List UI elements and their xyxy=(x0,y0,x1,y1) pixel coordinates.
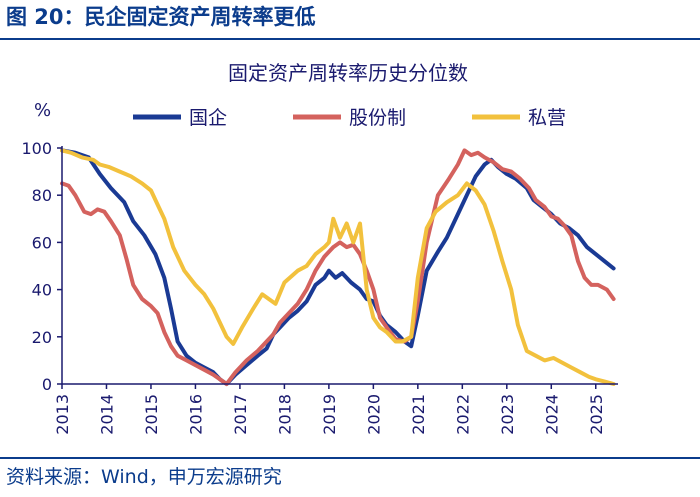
legend-label-3: 私营 xyxy=(528,107,566,129)
x-tick-label-2023: 2023 xyxy=(498,394,517,435)
x-tick-label-2024: 2024 xyxy=(542,394,561,435)
chart: 固定资产周转率历史分位数 % 国企 股份制 私营 0 20 40 60 80 100 2013… xyxy=(21,61,618,435)
x-tick-label-2017: 2017 xyxy=(231,394,250,435)
source-note: 资料来源：Wind，申万宏源研究 xyxy=(6,466,282,488)
x-ticks: 2013 2014 2015 2016 2017 2018 2019 2020 2021 2022… xyxy=(53,384,606,435)
x-tick-label-2019: 2019 xyxy=(320,394,339,435)
y-axis-label: % xyxy=(34,100,51,121)
series-line-1 xyxy=(60,148,616,386)
y-tick-label-100: 100 xyxy=(21,139,52,158)
axis-layer xyxy=(57,146,618,385)
x-tick-label-2021: 2021 xyxy=(409,394,428,435)
top-rule xyxy=(0,38,700,40)
x-tick-label-2016: 2016 xyxy=(186,394,205,435)
y-tick-label-40: 40 xyxy=(32,281,52,300)
x-tick-label-2020: 2020 xyxy=(364,394,383,435)
x-tick-label-2018: 2018 xyxy=(275,394,294,435)
x-tick-label-2015: 2015 xyxy=(142,394,161,435)
legend: 国企 股份制 私营 xyxy=(133,107,566,129)
y-tick-label-0: 0 xyxy=(42,375,52,394)
y-ticks: 0 20 40 60 80 100 xyxy=(21,139,52,394)
x-tick-label-2014: 2014 xyxy=(97,394,116,435)
x-tick-label-2022: 2022 xyxy=(453,394,472,435)
bottom-rule xyxy=(0,457,700,459)
series-line-2 xyxy=(60,148,616,386)
figure-title: 图 20：民企固定资产周转率更低 xyxy=(6,5,316,29)
series-line-3 xyxy=(60,148,616,386)
y-tick-label-60: 60 xyxy=(32,233,52,252)
legend-label-1: 国企 xyxy=(189,107,227,129)
x-tick-label-2025: 2025 xyxy=(587,394,606,435)
x-tick-label-2013: 2013 xyxy=(53,394,72,435)
legend-label-2: 股份制 xyxy=(349,107,406,129)
chart-title: 固定资产周转率历史分位数 xyxy=(228,61,468,85)
y-tick-label-20: 20 xyxy=(32,328,52,347)
y-tick-label-80: 80 xyxy=(32,186,52,205)
series-layer xyxy=(60,148,616,386)
